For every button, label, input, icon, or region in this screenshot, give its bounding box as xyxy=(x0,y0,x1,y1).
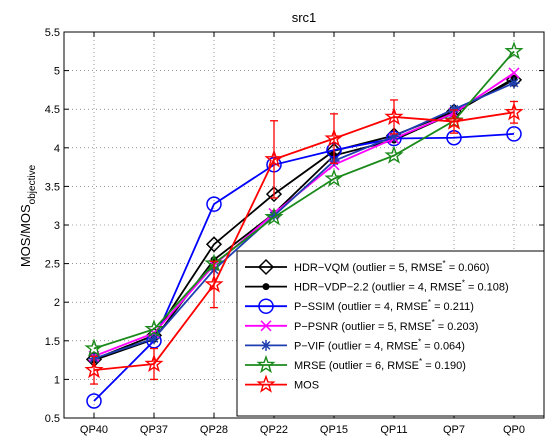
legend-label-star: * xyxy=(428,298,431,307)
y-tick-label: 3 xyxy=(54,220,60,232)
circle-marker xyxy=(86,393,102,409)
star-marker xyxy=(444,111,464,130)
y-tick-label: 0.5 xyxy=(45,413,60,425)
x-tick-label: QP0 xyxy=(503,424,525,436)
x-tick-label: QP22 xyxy=(260,424,288,436)
y-axis-label-main: MOS/MOS xyxy=(18,204,33,267)
legend-label-main: MRSE (outlier = 6, RMSE xyxy=(294,360,419,372)
legend-entry: P−SSIM (outlier = 4, RMSE* = 0.211) xyxy=(245,298,474,314)
legend-label: P−SSIM (outlier = 4, RMSE* = 0.211) xyxy=(294,298,474,313)
y-tick-label: 5.5 xyxy=(45,27,60,39)
star-marker xyxy=(144,353,164,373)
y-axis-label-sub: objective xyxy=(27,164,38,204)
legend-label-star: * xyxy=(419,357,422,366)
legend-entry: HDR−VQM (outlier = 5, RMSE* = 0.060) xyxy=(245,258,489,276)
asterisk-marker xyxy=(388,130,400,142)
star-marker xyxy=(264,149,284,168)
legend-label-star: * xyxy=(432,318,435,327)
series-line xyxy=(93,111,515,372)
chart-title: src1 xyxy=(292,10,317,25)
legend-entry: MRSE (outlier = 6, RMSE* = 0.190) xyxy=(245,354,466,374)
axes: 0.5 1 1.5 2 2.5 3 3.5 4 4.5 5 5.5 QP40 QP37 QP28 QP22 Q… xyxy=(45,27,545,436)
y-tick-label: 4.5 xyxy=(45,104,60,116)
legend-label: HDR−VQM (outlier = 5, RMSE* = 0.060) xyxy=(294,259,489,274)
legend-label-rest: = 0.211) xyxy=(431,301,474,313)
y-tick-label: 5 xyxy=(54,66,60,78)
star-marker xyxy=(204,274,224,293)
diamond-marker xyxy=(257,258,275,276)
circle-marker xyxy=(206,196,222,212)
x-tick-label: QP11 xyxy=(380,424,407,436)
asterisk-marker xyxy=(148,332,160,344)
series-line xyxy=(93,82,515,360)
legend-label-rest: = 0.064) xyxy=(421,340,465,352)
y-tick-label: 4 xyxy=(54,143,60,155)
legend-label-rest: = 0.108) xyxy=(465,282,509,294)
circle-marker xyxy=(506,126,522,142)
legend-entry: P−PSNR (outlier = 5, RMSE* = 0.203) xyxy=(245,318,478,333)
x-marker xyxy=(260,320,272,332)
x-marker xyxy=(508,67,520,79)
asterisk-marker xyxy=(448,103,460,115)
legend-label-main: HDR−VDP−2.2 (outlier = 4, RMSE xyxy=(294,282,462,294)
legend-entry: P−VIF (outlier = 4, RMSE* = 0.064) xyxy=(245,337,465,352)
asterisk-marker xyxy=(508,77,520,89)
star-marker xyxy=(84,359,104,379)
x-tick-label: QP7 xyxy=(443,424,465,436)
star-marker xyxy=(504,102,524,121)
asterisk-marker xyxy=(268,210,280,222)
y-tick-label: 2 xyxy=(54,297,60,309)
y-tick-label: 2.5 xyxy=(45,259,60,271)
legend-label: MRSE (outlier = 6, RMSE* = 0.190) xyxy=(294,357,466,372)
x-tick-label: QP15 xyxy=(320,424,348,436)
star-marker xyxy=(504,41,524,60)
legend-entry: MOS xyxy=(245,374,319,393)
star-marker xyxy=(324,168,344,187)
star-marker xyxy=(324,128,344,147)
legend-label-star: * xyxy=(418,337,421,346)
legend-label-rest: = 0.060) xyxy=(446,262,490,274)
legend-entry: HDR−VDP−2.2 (outlier = 4, RMSE* = 0.108) xyxy=(245,279,509,294)
legend-label-main: HDR−VQM (outlier = 5, RMSE xyxy=(294,262,443,274)
x-tick-label: QP37 xyxy=(140,424,168,436)
y-axis-label: MOS/MOSobjective xyxy=(18,164,38,267)
y-tick-label: 1 xyxy=(54,374,60,386)
legend-label-star: * xyxy=(443,259,446,268)
star-marker xyxy=(84,338,104,357)
star-marker xyxy=(256,354,276,374)
legend-label-main: P−PSNR (outlier = 5, RMSE xyxy=(294,321,432,333)
diamond-marker xyxy=(205,236,223,253)
legend-label: MOS xyxy=(294,380,319,392)
legend-label-star: * xyxy=(462,279,465,288)
diamond-marker xyxy=(265,186,283,203)
x-tick-label: QP28 xyxy=(200,424,228,436)
legend-label-main: MOS xyxy=(294,380,319,392)
star-marker xyxy=(264,207,284,226)
dot-marker xyxy=(262,283,270,291)
legend-label: HDR−VDP−2.2 (outlier = 4, RMSE* = 0.108) xyxy=(294,279,509,294)
circle-marker xyxy=(258,298,274,314)
legend-label-main: P−SSIM (outlier = 4, RMSE xyxy=(294,301,428,313)
asterisk-marker xyxy=(260,339,272,351)
legend-label-rest: = 0.203) xyxy=(435,321,479,333)
legend-label: P−PSNR (outlier = 5, RMSE* = 0.203) xyxy=(294,318,478,333)
star-marker xyxy=(144,319,164,338)
star-marker xyxy=(384,106,404,126)
legend: HDR−VQM (outlier = 5, RMSE* = 0.060)HDR−… xyxy=(236,250,545,417)
y-tick-label: 3.5 xyxy=(45,181,60,193)
y-tick-label: 1.5 xyxy=(45,336,60,348)
legend-label-main: P−VIF (outlier = 4, RMSE xyxy=(294,340,418,352)
legend-label: P−VIF (outlier = 4, RMSE* = 0.064) xyxy=(294,337,465,352)
plot-series xyxy=(84,41,524,409)
series-6 xyxy=(84,99,524,385)
star-marker xyxy=(256,374,276,393)
x-tick-label: QP40 xyxy=(80,424,108,436)
legend-box xyxy=(236,250,545,417)
star-marker xyxy=(384,145,404,164)
legend-label-rest: = 0.190) xyxy=(422,360,466,372)
series-5 xyxy=(84,41,524,357)
series-line xyxy=(93,50,515,350)
